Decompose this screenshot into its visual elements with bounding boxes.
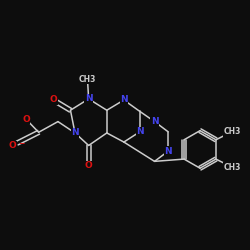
Text: O: O <box>22 115 30 124</box>
Text: N: N <box>71 128 79 138</box>
Text: CH3: CH3 <box>79 75 96 84</box>
Text: O: O <box>50 96 57 104</box>
Text: N: N <box>120 96 128 104</box>
Text: N: N <box>164 147 172 156</box>
Text: O: O <box>8 141 16 150</box>
Text: N: N <box>151 117 158 126</box>
Text: N: N <box>85 94 92 103</box>
Text: O: O <box>85 162 92 170</box>
Text: CH3: CH3 <box>223 127 240 136</box>
Text: CH3: CH3 <box>223 162 240 172</box>
Text: −: − <box>18 139 24 148</box>
Text: N: N <box>136 127 143 136</box>
